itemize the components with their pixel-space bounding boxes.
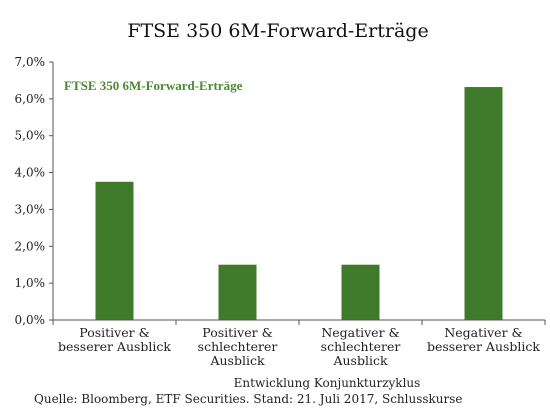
chart-title: FTSE 350 6M-Forward-Erträge bbox=[127, 20, 428, 42]
legend-series-label: FTSE 350 6M-Forward-Erträge bbox=[64, 78, 243, 93]
x-tick-label: Positiver & schlechterer Ausblick bbox=[198, 325, 278, 368]
bar bbox=[464, 87, 503, 320]
plot-area bbox=[95, 87, 503, 320]
y-tick-label: 5,0% bbox=[15, 129, 46, 143]
y-tick-label: 0,0% bbox=[15, 313, 46, 327]
y-tick-label: 2,0% bbox=[15, 239, 46, 253]
source-note: Quelle: Bloomberg, ETF Securities. Stand… bbox=[34, 392, 463, 406]
bar bbox=[341, 264, 380, 320]
x-axis: Positiver & besserer Ausblick Positiver & s… bbox=[52, 319, 546, 368]
x-tick-label: Positiver & besserer Ausblick bbox=[58, 325, 171, 354]
y-axis: 0,0% 1,0% 2,0% 3,0% 4,0% 5,0% 6,0% 7,0% bbox=[15, 55, 54, 327]
y-tick-label: 6,0% bbox=[15, 92, 46, 106]
x-axis-title: Entwicklung Konjunkturzyklus bbox=[234, 376, 421, 390]
y-tick-label: 7,0% bbox=[15, 55, 46, 69]
y-tick-label: 3,0% bbox=[15, 202, 46, 216]
y-tick-label: 1,0% bbox=[15, 276, 46, 290]
bar bbox=[218, 264, 257, 320]
x-tick-label: Negativer & besserer Ausblick bbox=[427, 325, 540, 354]
bar bbox=[95, 181, 134, 320]
y-tick-label: 4,0% bbox=[15, 166, 46, 180]
x-tick-label: Negativer & schlechterer Ausblick bbox=[321, 325, 401, 368]
